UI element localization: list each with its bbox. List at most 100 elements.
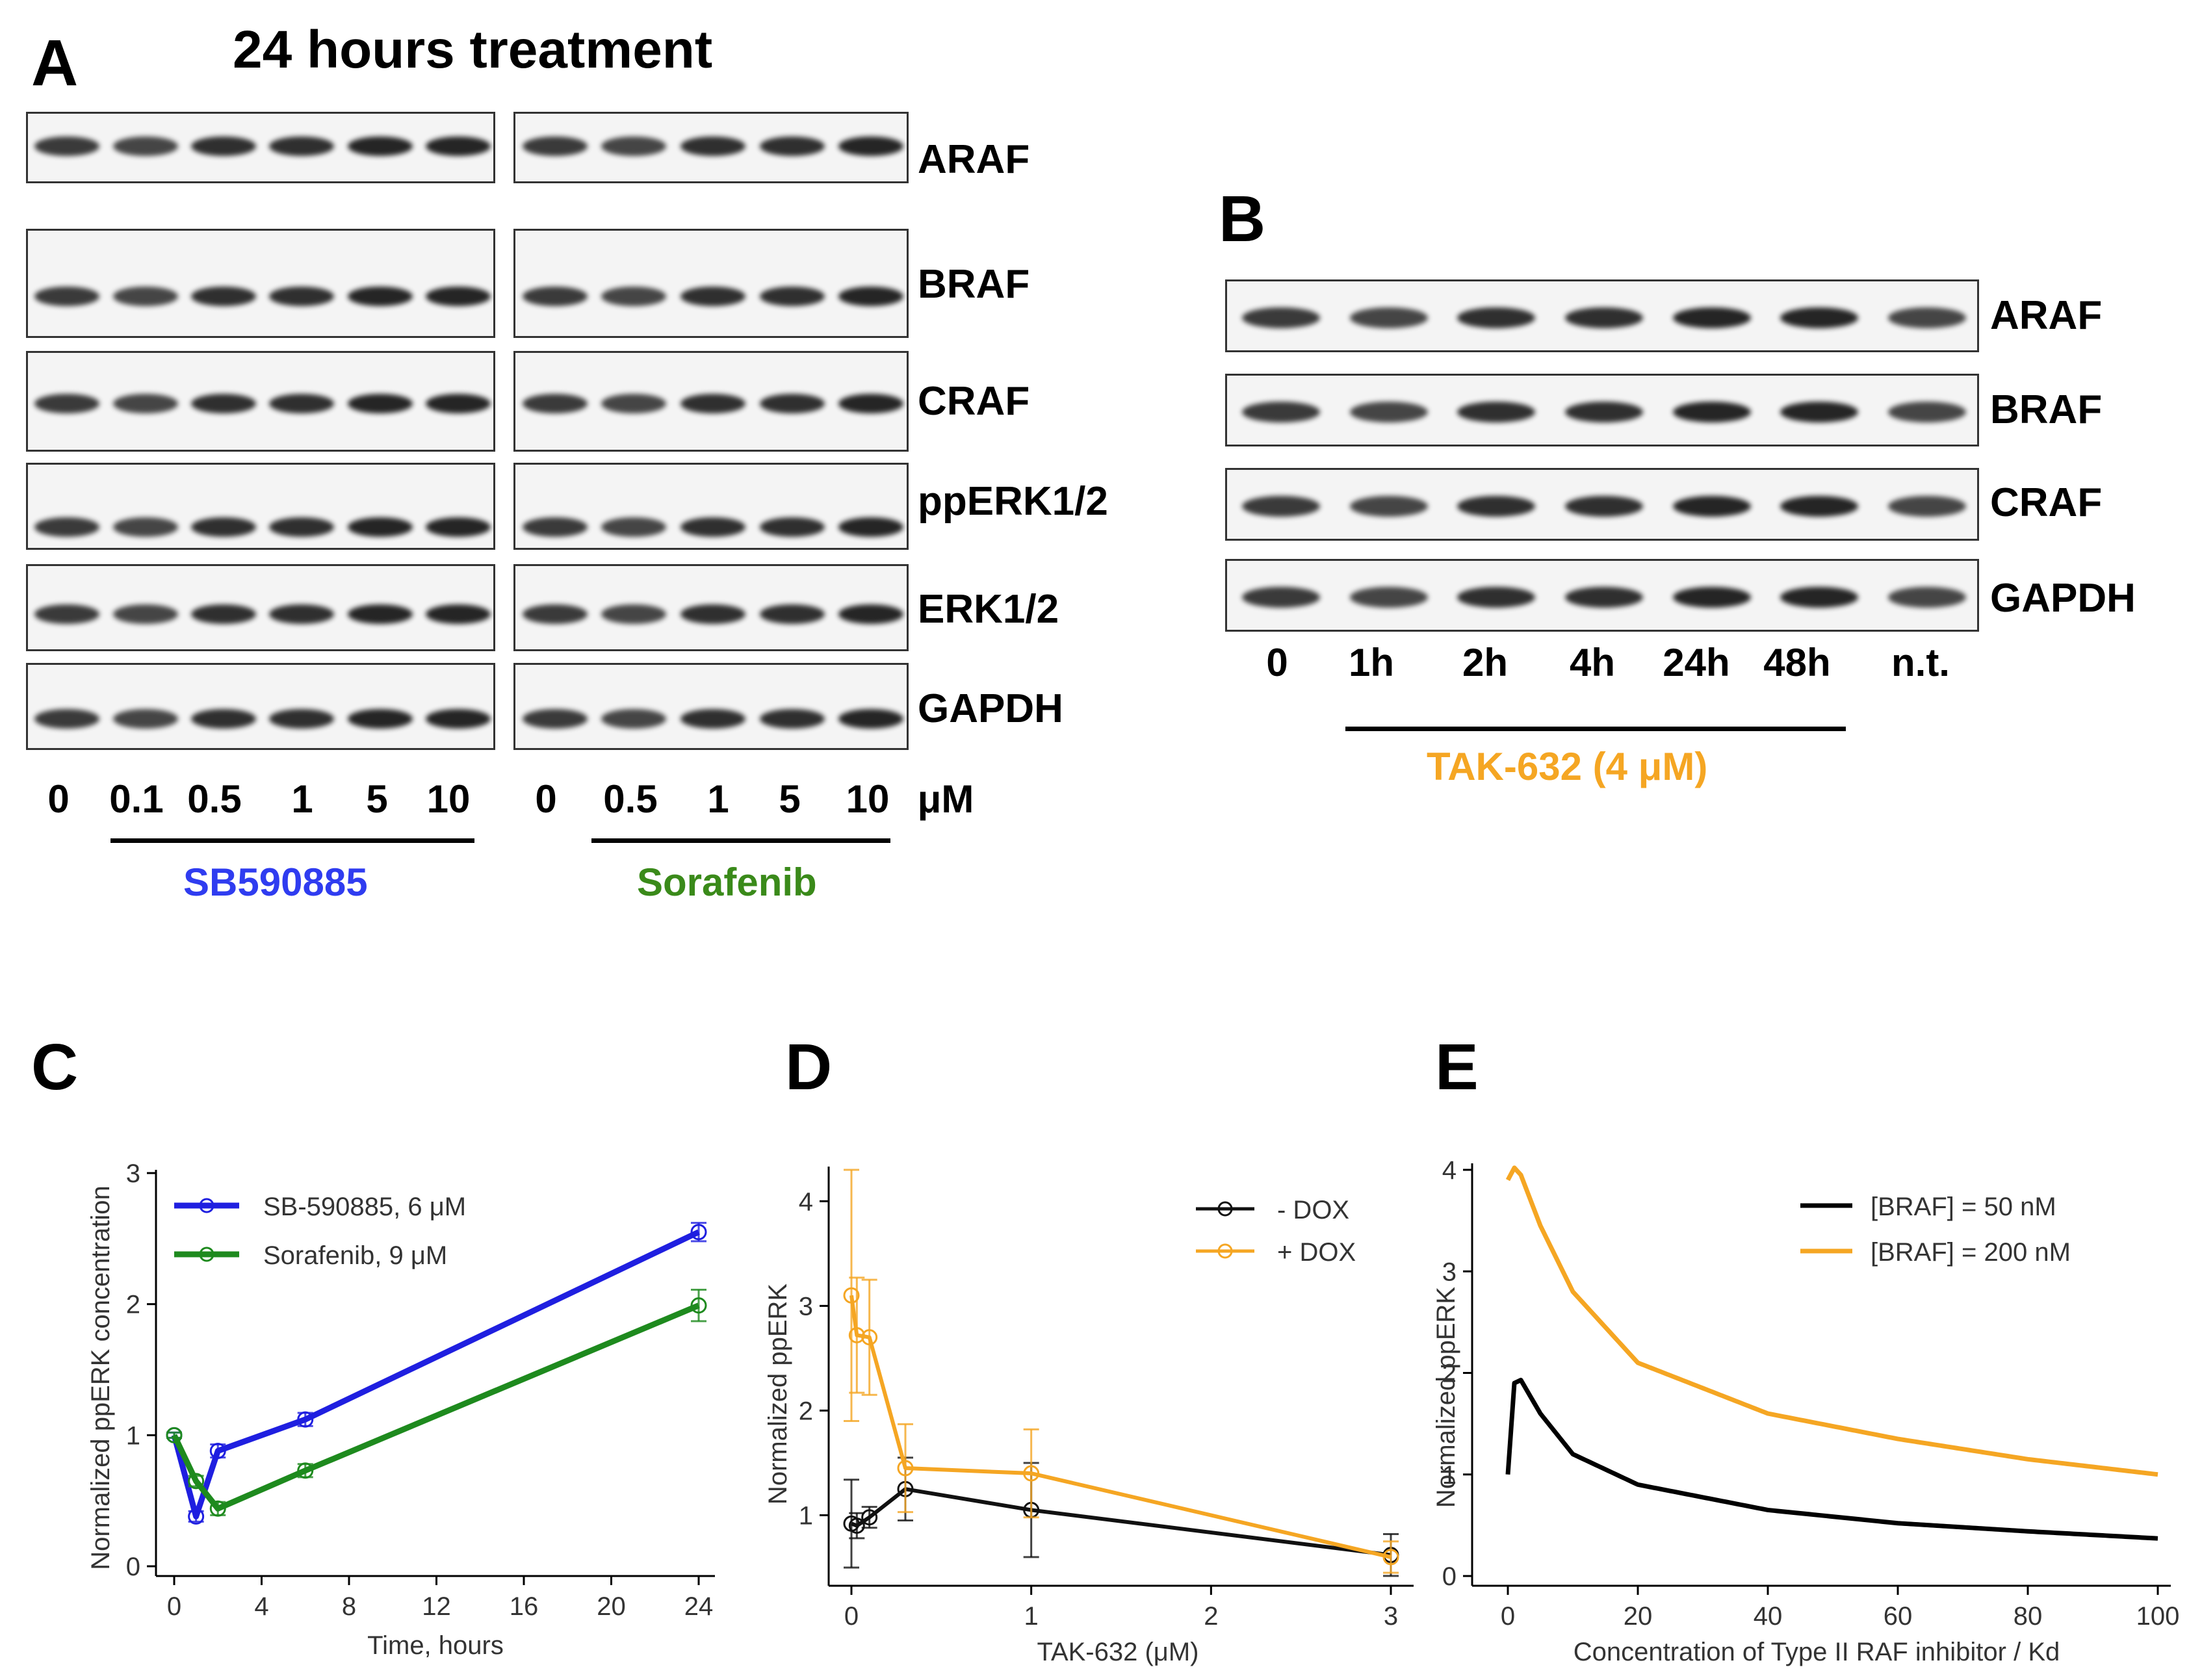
blot-band xyxy=(347,517,413,537)
lane-label: 1 xyxy=(291,777,313,821)
lane-label: 5 xyxy=(779,777,801,821)
blot-band xyxy=(190,393,256,413)
panel-c-letter: C xyxy=(31,1031,79,1104)
unit-label: μM xyxy=(917,777,974,821)
blot-band xyxy=(190,604,256,624)
chart-e-xlabel: Concentration of Type II RAF inhibitor /… xyxy=(1574,1638,2060,1666)
data-point xyxy=(690,1297,707,1314)
data-point xyxy=(188,1508,205,1525)
blot-band xyxy=(425,709,491,729)
y-tick-label: 4 xyxy=(1442,1156,1457,1185)
blot-band xyxy=(522,709,588,729)
blot-band xyxy=(1888,587,1967,608)
blot-band xyxy=(522,286,588,306)
blot-band xyxy=(269,286,335,306)
blot-a-right xyxy=(513,463,909,550)
blot-band xyxy=(680,517,745,537)
data-point xyxy=(1382,1549,1399,1566)
blot-band xyxy=(1349,402,1428,422)
x-tick-label: 0 xyxy=(167,1592,181,1621)
y-tick-label: 2 xyxy=(799,1397,813,1425)
blot-band xyxy=(269,604,335,624)
x-tick-label: 16 xyxy=(510,1592,539,1621)
blot-band xyxy=(269,136,335,156)
chart-c-ylabel: Normalized ppERK concentration xyxy=(86,1185,115,1570)
blot-label-braf-b: BRAF xyxy=(1990,387,2103,432)
blot-b xyxy=(1225,559,1979,632)
lane-label: 1 xyxy=(707,777,729,821)
blot-band xyxy=(522,517,588,537)
blot-band xyxy=(112,517,178,537)
blot-band xyxy=(34,286,100,306)
lane-label-b: 2h xyxy=(1462,641,1509,684)
lane-label-b: 48h xyxy=(1763,641,1831,684)
lane-label: 5 xyxy=(366,777,388,821)
blot-band xyxy=(838,709,904,729)
underline-sorafenib xyxy=(591,838,890,843)
blot-band xyxy=(838,393,904,413)
series-line-0 xyxy=(850,1487,1392,1557)
x-tick-label: 20 xyxy=(597,1592,626,1621)
x-tick-label: 24 xyxy=(684,1592,714,1621)
blot-band xyxy=(1888,496,1967,517)
underline-tak632 xyxy=(1345,727,1846,731)
chart-d-ylabel: Normalized ppERK xyxy=(764,1284,792,1505)
blot-band xyxy=(1241,402,1320,422)
chart-e: Normalized ppERK Concentration of Type I… xyxy=(1432,1156,2179,1666)
blot-band xyxy=(680,136,745,156)
blot-band xyxy=(759,517,825,537)
blot-band xyxy=(522,604,588,624)
blot-band xyxy=(1780,496,1859,517)
data-point xyxy=(848,1518,865,1534)
chart-d: Normalized ppERK TAK-632 (μM) 0 1 2 3 1 2 3 4 -… xyxy=(764,1167,1414,1666)
data-point xyxy=(297,1462,314,1479)
legend-e-0: [BRAF] = 50 nM xyxy=(1871,1193,2056,1221)
blot-band xyxy=(759,604,825,624)
blot-label-gapdh: GAPDH xyxy=(918,686,1063,731)
blot-band xyxy=(425,517,491,537)
data-point xyxy=(861,1509,878,1526)
blot-label-craf-b: CRAF xyxy=(1990,480,2103,525)
data-point xyxy=(209,1443,226,1460)
blot-band xyxy=(347,393,413,413)
lane-label: 0 xyxy=(47,777,70,821)
blot-a-left xyxy=(26,229,495,338)
blot-band xyxy=(1457,496,1536,517)
legend-c-0: SB-590885, 6 μM xyxy=(263,1193,466,1221)
series-line-1 xyxy=(171,1302,700,1512)
blot-band xyxy=(1565,496,1643,517)
blot-band xyxy=(759,286,825,306)
data-point xyxy=(209,1500,226,1517)
blot-label-araf: ARAF xyxy=(918,137,1030,182)
x-tick-label: 1 xyxy=(1024,1602,1039,1631)
blot-a-left xyxy=(26,663,495,750)
blot-band xyxy=(34,393,100,413)
legend-e-1: [BRAF] = 200 nM xyxy=(1871,1238,2071,1267)
panel-a-title: 24 hours treatment xyxy=(233,20,713,79)
data-point xyxy=(861,1329,878,1346)
blot-band xyxy=(1565,402,1643,422)
lane-label-b: 0 xyxy=(1266,641,1288,684)
legend-d-0: - DOX xyxy=(1277,1196,1349,1224)
data-point xyxy=(166,1427,183,1443)
chart-d-xlabel: TAK-632 (μM) xyxy=(1037,1638,1198,1666)
blot-a-left xyxy=(26,351,495,452)
blot-band xyxy=(759,393,825,413)
panel-d-letter: D xyxy=(785,1031,833,1104)
blot-band xyxy=(1780,402,1859,422)
blot-band xyxy=(347,604,413,624)
panel-a-letter: A xyxy=(31,27,79,99)
lane-label-b: 24h xyxy=(1663,641,1730,684)
blot-b xyxy=(1225,374,1979,446)
x-tick-label: 2 xyxy=(1204,1602,1218,1631)
drug-label-sb590885: SB590885 xyxy=(183,860,368,904)
blot-band xyxy=(1457,307,1536,328)
lane-label: 10 xyxy=(846,777,890,821)
legend-d-1: + DOX xyxy=(1277,1238,1356,1267)
blot-label-craf: CRAF xyxy=(918,379,1030,424)
drug-label-tak632: TAK-632 (4 μM) xyxy=(1427,745,1708,788)
blot-band xyxy=(425,286,491,306)
blot-label-erk: ERK1/2 xyxy=(918,587,1059,632)
blot-band xyxy=(34,136,100,156)
y-tick-label: 1 xyxy=(1442,1461,1457,1490)
